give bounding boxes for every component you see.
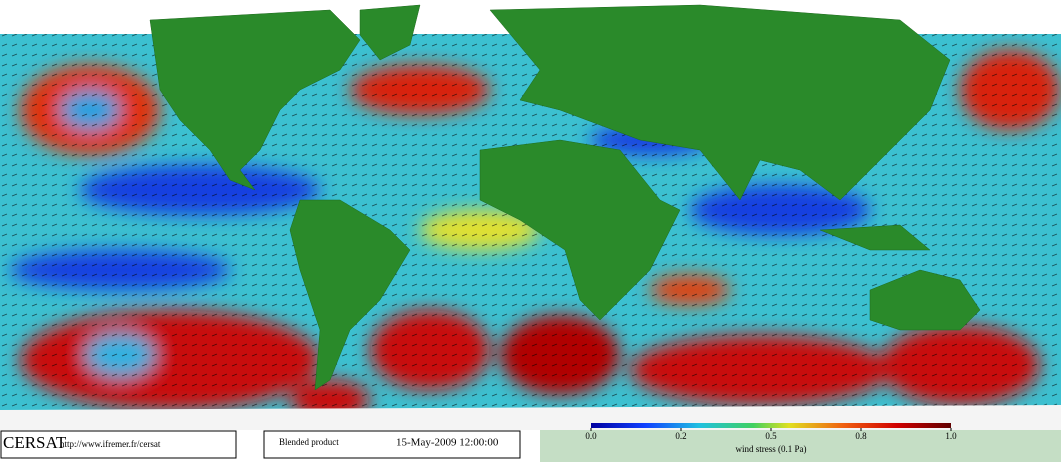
antarctica-strip — [540, 430, 1061, 462]
colorbar-tick-label: 1.0 — [945, 431, 957, 441]
colorbar-tick-label: 0.2 — [675, 431, 686, 441]
url: http://www.ifremer.fr/cersat — [60, 439, 161, 449]
colorbar-label: wind stress (0.1 Pa) — [736, 444, 807, 454]
date: 15-May-2009 12:00:00 — [396, 437, 499, 449]
colorbar — [591, 423, 951, 428]
land — [0, 4, 1061, 430]
info-box — [0, 430, 237, 459]
colorbar-tick-label: 0.5 — [765, 431, 777, 441]
brand: CERSAT — [3, 433, 67, 452]
product: Blended product — [279, 437, 339, 447]
colorbar-tick-label: 0.8 — [855, 431, 867, 441]
colorbar-tick-label: 0.0 — [585, 431, 597, 441]
product-box — [263, 430, 521, 459]
